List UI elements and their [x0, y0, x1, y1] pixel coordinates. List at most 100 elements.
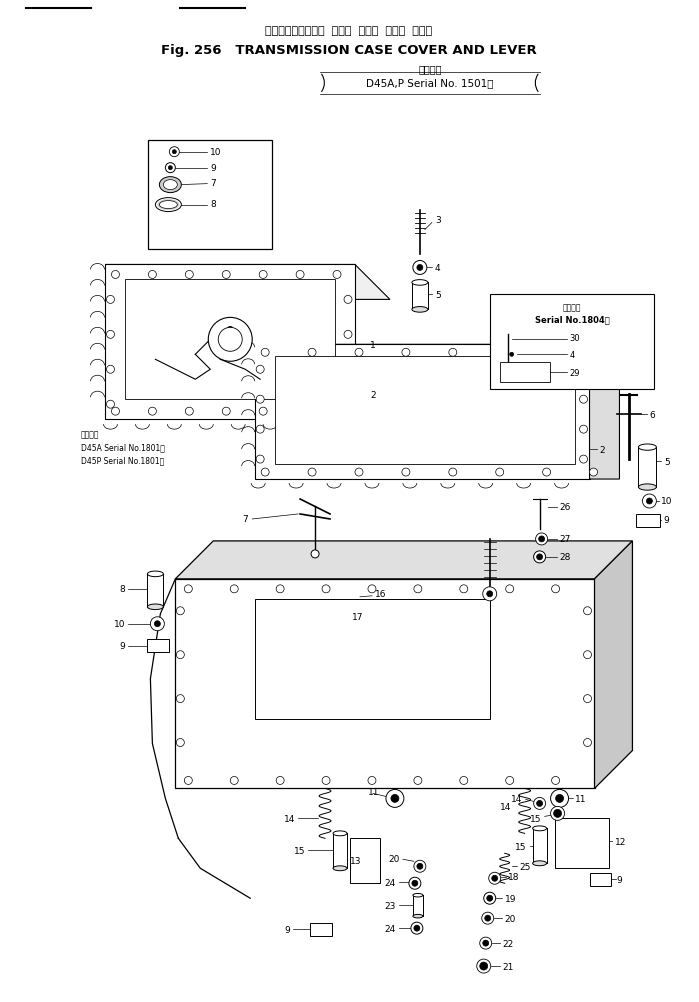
Polygon shape: [255, 345, 589, 480]
Bar: [350, 839, 380, 884]
Ellipse shape: [333, 866, 347, 871]
Circle shape: [510, 353, 514, 357]
Circle shape: [484, 915, 491, 921]
Circle shape: [537, 554, 542, 560]
Circle shape: [257, 366, 264, 374]
Text: 10: 10: [114, 619, 125, 628]
Circle shape: [579, 396, 588, 404]
Text: 1: 1: [370, 341, 375, 350]
Text: 適用号機: 適用号機: [563, 303, 582, 312]
Text: 16: 16: [375, 590, 387, 599]
Circle shape: [322, 585, 330, 593]
Text: 12: 12: [614, 837, 626, 846]
Circle shape: [344, 401, 352, 409]
Circle shape: [537, 801, 542, 807]
Bar: [125, 281, 335, 400]
Circle shape: [647, 499, 652, 504]
Ellipse shape: [413, 894, 423, 897]
Ellipse shape: [533, 826, 547, 831]
Bar: [310, 923, 332, 936]
Circle shape: [333, 408, 341, 416]
Circle shape: [496, 349, 504, 357]
Polygon shape: [106, 266, 390, 301]
Bar: [589, 874, 612, 887]
Ellipse shape: [157, 200, 180, 210]
Text: 27: 27: [560, 535, 571, 544]
Circle shape: [496, 469, 504, 477]
Circle shape: [414, 861, 426, 873]
Circle shape: [551, 807, 565, 821]
Circle shape: [169, 147, 180, 157]
Text: 25: 25: [519, 862, 531, 871]
Circle shape: [489, 873, 500, 885]
Circle shape: [106, 331, 115, 339]
Circle shape: [487, 896, 493, 902]
Circle shape: [533, 798, 546, 810]
Circle shape: [535, 533, 547, 545]
Circle shape: [106, 297, 115, 304]
Bar: [490, 296, 654, 390]
Circle shape: [386, 790, 404, 808]
Ellipse shape: [333, 831, 347, 836]
Bar: [275, 357, 575, 465]
Circle shape: [391, 795, 399, 803]
Circle shape: [589, 349, 598, 357]
Text: 24: 24: [384, 878, 396, 887]
Circle shape: [333, 272, 341, 280]
Circle shape: [154, 621, 160, 627]
Text: D45A,P Serial No. 1501～: D45A,P Serial No. 1501～: [366, 78, 493, 88]
Polygon shape: [175, 579, 595, 789]
Circle shape: [551, 790, 568, 808]
Text: 13: 13: [350, 856, 362, 865]
Circle shape: [412, 881, 418, 887]
Polygon shape: [255, 345, 619, 375]
Text: 10: 10: [661, 497, 673, 506]
Circle shape: [276, 777, 284, 785]
Circle shape: [542, 469, 551, 477]
Text: 4: 4: [570, 351, 575, 360]
Circle shape: [176, 695, 185, 702]
Circle shape: [106, 401, 115, 409]
Circle shape: [539, 536, 545, 542]
Text: 20: 20: [505, 914, 516, 923]
Text: Fig. 256   TRANSMISSION CASE COVER AND LEVER: Fig. 256 TRANSMISSION CASE COVER AND LEV…: [161, 44, 537, 57]
Text: D45A Serial No.1801～: D45A Serial No.1801～: [80, 443, 164, 452]
Circle shape: [584, 607, 591, 615]
Circle shape: [480, 937, 491, 949]
Text: 1: 1: [600, 366, 605, 375]
Circle shape: [296, 408, 304, 416]
Ellipse shape: [533, 861, 547, 866]
Circle shape: [368, 585, 376, 593]
Circle shape: [355, 469, 363, 477]
Circle shape: [344, 297, 352, 304]
Text: 29: 29: [570, 369, 580, 378]
Circle shape: [296, 272, 304, 280]
Ellipse shape: [147, 571, 164, 577]
Circle shape: [344, 366, 352, 374]
Circle shape: [111, 272, 120, 280]
Text: 19: 19: [505, 894, 516, 903]
Bar: [500, 363, 549, 383]
Text: 22: 22: [503, 939, 514, 948]
Circle shape: [505, 373, 510, 377]
Polygon shape: [175, 541, 633, 579]
Circle shape: [411, 922, 423, 934]
Circle shape: [589, 469, 598, 477]
Circle shape: [552, 777, 560, 785]
Circle shape: [322, 777, 330, 785]
Text: 適用号機: 適用号機: [418, 64, 442, 74]
Circle shape: [533, 551, 546, 563]
Text: 15: 15: [530, 814, 542, 823]
Text: 26: 26: [560, 503, 571, 512]
Text: 18: 18: [507, 872, 519, 881]
Text: 9: 9: [663, 516, 669, 525]
Circle shape: [477, 959, 491, 973]
Text: 15: 15: [294, 846, 305, 855]
Ellipse shape: [638, 484, 656, 491]
Ellipse shape: [147, 604, 164, 610]
Text: Serial No.1804～: Serial No.1804～: [535, 315, 610, 324]
Text: トランスミッション  ケース  カバー  および  レバー: トランスミッション ケース カバー および レバー: [266, 26, 433, 36]
Text: D45P Serial No.1801～: D45P Serial No.1801～: [80, 456, 164, 465]
Text: 9: 9: [120, 641, 125, 650]
Circle shape: [482, 912, 493, 924]
